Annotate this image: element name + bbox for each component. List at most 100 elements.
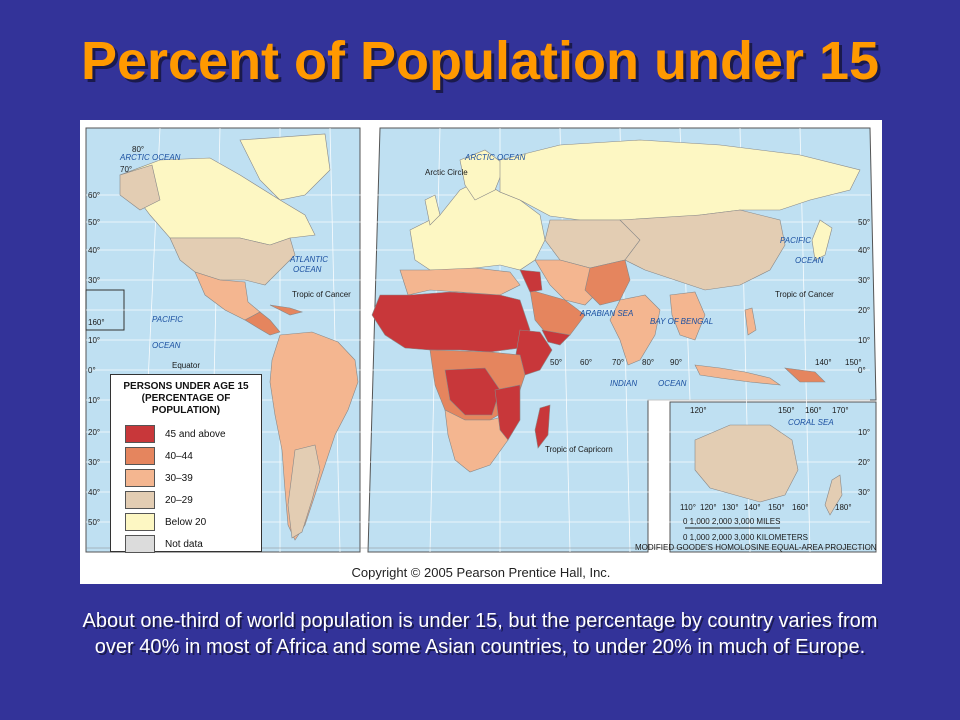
svg-text:140°: 140° <box>744 503 761 512</box>
label-arctic-ocean-east: ARCTIC OCEAN <box>464 153 526 162</box>
svg-text:130°: 130° <box>722 503 739 512</box>
legend-item-20-29: 20–29 <box>125 491 261 509</box>
svg-text:50°: 50° <box>88 218 100 227</box>
svg-text:120°: 120° <box>690 406 707 415</box>
iraq-syria <box>519 269 543 293</box>
central-america <box>244 311 281 336</box>
svg-text:70°: 70° <box>120 165 132 174</box>
uk <box>424 194 441 226</box>
svg-text:40°: 40° <box>858 246 870 255</box>
svg-text:10°: 10° <box>858 336 870 345</box>
label-160-inset: 160° <box>88 318 105 327</box>
label-pacific-west: PACIFIC <box>152 315 183 324</box>
map-legend: PERSONS UNDER AGE 15 (PERCENTAGE OF POPU… <box>110 374 262 553</box>
legend-swatch <box>125 535 155 553</box>
svg-text:60°: 60° <box>88 191 100 200</box>
svg-text:120°: 120° <box>700 503 717 512</box>
label-tropic-cancer-west: Tropic of Cancer <box>292 290 351 299</box>
legend-label: 30–39 <box>165 472 193 484</box>
svg-text:50°: 50° <box>858 218 870 227</box>
label-tropic-capricorn: Tropic of Capricorn <box>545 445 613 454</box>
lat-ticks-right: 50° 40° 30° 20° 10° 0° 10° 20° 30° <box>858 218 870 497</box>
svg-text:70°: 70° <box>612 358 624 367</box>
legend-label: 45 and above <box>165 428 226 440</box>
india <box>609 294 661 366</box>
papua <box>784 367 826 383</box>
svg-text:50°: 50° <box>88 518 100 527</box>
svg-text:20°: 20° <box>858 306 870 315</box>
label-arctic-ocean-west: ARCTIC OCEAN <box>119 153 181 162</box>
label-pacific-east-ocean: OCEAN <box>795 256 824 265</box>
svg-text:150°: 150° <box>845 358 862 367</box>
legend-label: 40–44 <box>165 450 193 462</box>
svg-text:20°: 20° <box>858 458 870 467</box>
svg-text:160°: 160° <box>792 503 809 512</box>
caribbean <box>269 304 304 316</box>
svg-text:30°: 30° <box>858 276 870 285</box>
congo-drc <box>444 367 501 416</box>
legend-item-40-44: 40–44 <box>125 447 261 465</box>
label-atlantic: ATLANTIC <box>289 255 328 264</box>
indonesia <box>694 364 782 386</box>
australia <box>694 424 799 503</box>
svg-text:140°: 140° <box>815 358 832 367</box>
svg-text:10°: 10° <box>88 396 100 405</box>
svg-text:30°: 30° <box>858 488 870 497</box>
lon-ticks: 50° 60° 70° 80° 90° 140° 150° <box>550 358 862 367</box>
alaska <box>119 164 161 211</box>
scale-miles: 0 1,000 2,000 3,000 MILES <box>683 517 780 526</box>
svg-text:10°: 10° <box>858 428 870 437</box>
greenland <box>239 133 331 201</box>
svg-text:80°: 80° <box>132 145 144 154</box>
svg-text:160°: 160° <box>805 406 822 415</box>
slide-title: Percent of Population under 15 <box>80 31 880 91</box>
label-tropic-cancer-east: Tropic of Cancer <box>775 290 834 299</box>
label-bay-of-bengal: BAY OF BENGAL <box>650 317 713 326</box>
inset-ticks: 120° 150° 160° 170° 110° 120° 130° 140° … <box>680 406 852 512</box>
japan <box>811 219 833 261</box>
southeast-asia <box>669 291 706 341</box>
svg-text:30°: 30° <box>88 276 100 285</box>
scale-km: 0 1,000 2,000 3,000 KILOMETERS <box>683 533 808 542</box>
label-indian-ocean: INDIAN <box>610 379 637 388</box>
legend-item-45-above: 45 and above <box>125 425 261 443</box>
argentina-chile <box>287 444 321 539</box>
svg-text:170°: 170° <box>832 406 849 415</box>
scale-bar: 0 1,000 2,000 3,000 MILES 0 1,000 2,000 … <box>683 517 808 542</box>
svg-text:90°: 90° <box>670 358 682 367</box>
legend-title: PERSONS UNDER AGE 15 (PERCENTAGE OF POPU… <box>123 381 249 416</box>
southern-africa <box>444 409 511 473</box>
russia <box>499 139 861 221</box>
philippines <box>744 307 757 336</box>
svg-text:40°: 40° <box>88 488 100 497</box>
label-coral-sea: CORAL SEA <box>788 418 834 427</box>
legend-item-below-20: Below 20 <box>125 513 261 531</box>
sahel-west-africa <box>371 291 531 353</box>
north-africa <box>399 267 521 296</box>
mozambique-east <box>494 384 521 441</box>
svg-text:40°: 40° <box>88 246 100 255</box>
world-map-figure: ARCTIC OCEAN ARCTIC OCEAN Arctic Circle … <box>80 120 882 584</box>
svg-text:0°: 0° <box>858 366 866 375</box>
label-pacific-west-ocean: OCEAN <box>152 341 181 350</box>
svg-text:150°: 150° <box>778 406 795 415</box>
svg-text:110°: 110° <box>680 503 696 512</box>
legend-swatch <box>125 447 155 465</box>
new-zealand <box>824 474 843 516</box>
legend-swatch <box>125 491 155 509</box>
label-arabian-sea: ARABIAN SEA <box>579 309 633 318</box>
legend-label: 20–29 <box>165 494 193 506</box>
copyright-text: Copyright © 2005 Pearson Prentice Hall, … <box>351 565 611 580</box>
svg-text:60°: 60° <box>580 358 592 367</box>
label-indian-ocean-2: OCEAN <box>658 379 687 388</box>
legend-swatch <box>125 469 155 487</box>
yemen-oman <box>541 329 571 346</box>
svg-text:20°: 20° <box>88 428 100 437</box>
slide-caption: About one-third of world population is u… <box>82 610 878 658</box>
svg-text:180°: 180° <box>835 503 852 512</box>
svg-text:10°: 10° <box>88 336 100 345</box>
lat-ticks-left: 80° 70° 60° 50° 40° 30° 10° 0° 10° 20° 3… <box>88 145 144 527</box>
label-arctic-circle: Arctic Circle <box>425 168 468 177</box>
legend-label: Below 20 <box>165 516 207 528</box>
svg-text:50°: 50° <box>550 358 562 367</box>
